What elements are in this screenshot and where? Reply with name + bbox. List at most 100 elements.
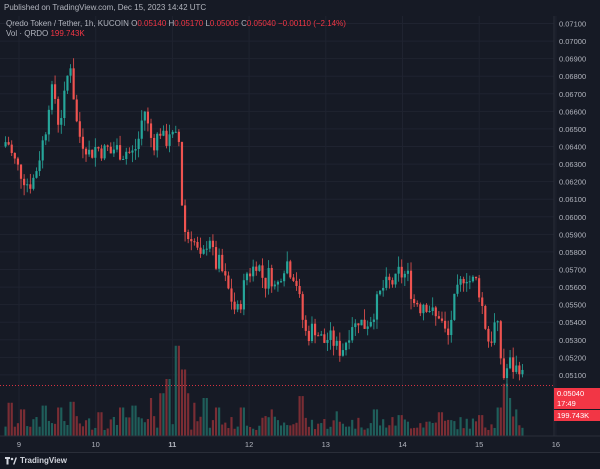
candle [162, 130, 165, 136]
volume-bar [323, 418, 326, 436]
candle [394, 273, 397, 285]
volume-bar [459, 417, 462, 436]
y-tick-label: 0.06300 [559, 160, 586, 169]
volume-bar [292, 424, 295, 436]
candle [149, 123, 153, 138]
candle [211, 240, 215, 248]
volume-bar [443, 420, 447, 436]
candle [391, 280, 394, 285]
volume-bar [382, 419, 385, 436]
volume-bar [502, 383, 505, 436]
volume-bar [450, 420, 453, 436]
candle [348, 340, 351, 343]
y-tick-label: 0.06500 [559, 125, 586, 134]
price-axis: 0.07100 0.07000 0.06900 0.06800 0.06700 0.066… [559, 20, 586, 380]
volume-bar [38, 426, 41, 436]
candle [366, 326, 369, 329]
chart-area[interactable]: 0.07100 0.07000 0.06900 0.06800 0.06700 0.066… [0, 16, 600, 452]
candle [363, 319, 366, 329]
candle [369, 321, 372, 327]
candle [474, 276, 478, 279]
volume-bar [218, 407, 221, 436]
candle [397, 266, 400, 274]
x-tick-label: 15 [475, 440, 483, 449]
candle [258, 265, 261, 271]
volume-bar [515, 409, 518, 436]
volume-bar [84, 420, 88, 436]
candle [115, 145, 119, 150]
candle [50, 84, 54, 110]
volume-bar [437, 412, 440, 436]
volume-bar [366, 428, 369, 436]
candle [131, 150, 134, 153]
high-label: H [168, 19, 175, 28]
candle [91, 149, 94, 158]
change-value: −0.00110 (−2.14%) [278, 19, 346, 28]
volume-bar [115, 424, 119, 436]
volume-bar [295, 422, 298, 436]
volume-bar [41, 405, 44, 436]
low-value: 0.05005 [209, 19, 239, 28]
volume-bar [19, 409, 23, 436]
candle [165, 130, 168, 146]
volume-bar [409, 428, 413, 436]
candle [143, 111, 146, 121]
published-text: Published on TradingView.com, Dec 15, 20… [4, 3, 207, 12]
volume-bar [521, 427, 524, 436]
y-tick-label: 0.06900 [559, 55, 586, 64]
candle [208, 240, 211, 249]
candle [487, 328, 490, 342]
candle [425, 304, 428, 312]
candle [437, 316, 440, 319]
volume-bar [134, 405, 137, 436]
volume-bar [131, 405, 134, 436]
volume-bar [100, 412, 103, 436]
volume-bar [214, 407, 218, 436]
volume-bar [239, 407, 242, 436]
volume-bar [326, 428, 329, 436]
x-tick-label: 13 [322, 440, 330, 449]
volume-bar [341, 423, 345, 436]
y-tick-label: 0.06600 [559, 107, 586, 116]
volume-bar [109, 419, 112, 436]
candle [227, 275, 230, 289]
candle [180, 141, 184, 206]
candle [60, 118, 63, 125]
volume-bar [283, 422, 286, 436]
candle [35, 171, 38, 178]
candle [447, 328, 450, 336]
volume-bar [196, 421, 199, 436]
candle [97, 147, 100, 149]
volume-bar [44, 405, 47, 436]
candle [493, 322, 496, 343]
candle [103, 145, 106, 159]
candle [94, 147, 97, 158]
open-label: O [131, 19, 138, 28]
volume-bar [10, 402, 13, 436]
volume-bar [301, 396, 304, 436]
y-tick-label: 0.05500 [559, 301, 586, 310]
volume-bar [413, 427, 416, 436]
volume-bar [16, 423, 20, 436]
volume-bar [69, 401, 72, 436]
candle [88, 149, 91, 155]
volume-bar [298, 396, 301, 436]
last-price-tag: 0.05040 [554, 388, 600, 399]
candle [10, 144, 13, 154]
close-value: 0.05040 [246, 19, 276, 28]
volume-bar [53, 423, 57, 436]
candle [214, 247, 218, 269]
candle [264, 277, 267, 289]
volume-bar [91, 429, 94, 436]
volume-bar [518, 425, 521, 436]
candle [338, 340, 341, 356]
volume-bar [378, 425, 382, 436]
volume-bar [403, 419, 406, 436]
y-tick-label: 0.06200 [559, 178, 586, 187]
candle [478, 278, 481, 298]
candle [304, 319, 307, 331]
volume-bar [419, 423, 422, 436]
volume-bar [406, 421, 410, 436]
candle [47, 109, 50, 135]
candle [221, 254, 224, 272]
